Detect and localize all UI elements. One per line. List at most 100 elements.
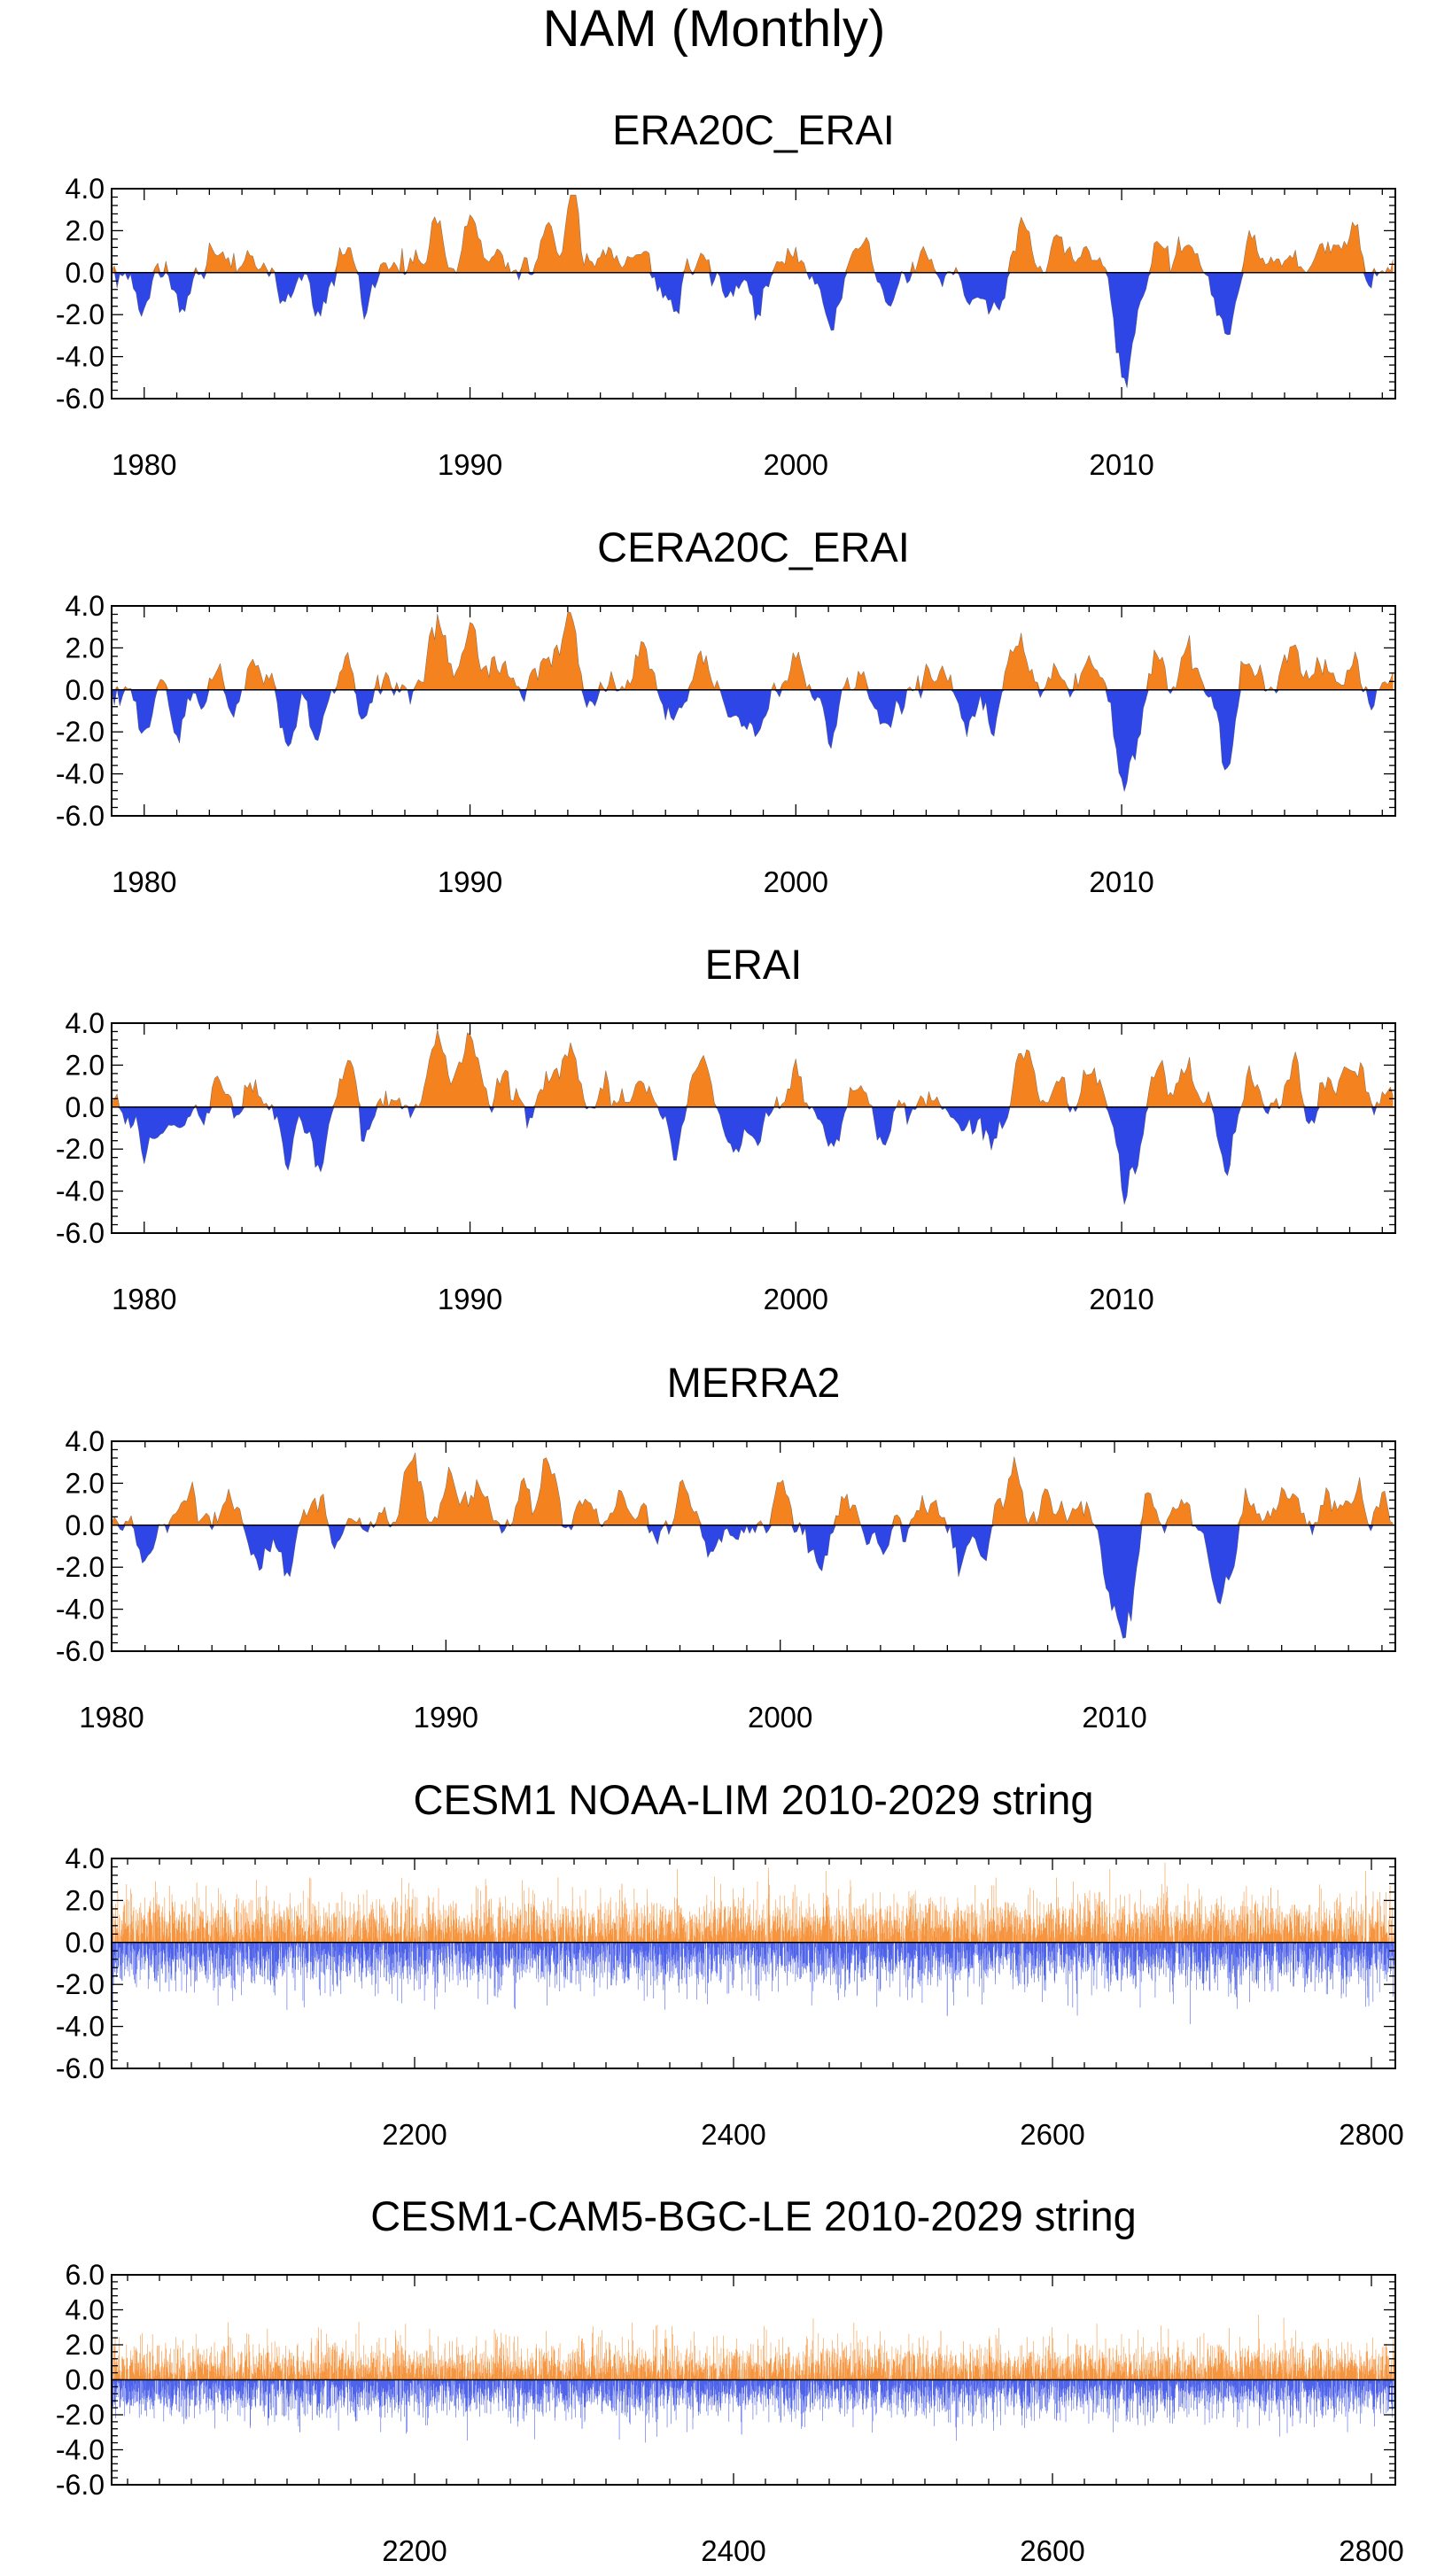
y-tick-label: -6.0 — [56, 800, 105, 832]
y-tick-label: 4.0 — [66, 1425, 105, 1457]
plot-frame — [111, 1022, 1396, 1234]
y-tick-label: -4.0 — [56, 2011, 105, 2043]
plot-frame — [111, 605, 1396, 817]
panel-title: CESM1 NOAA-LIM 2010-2029 string — [414, 1776, 1094, 1823]
panel-title: MERRA2 — [667, 1359, 841, 1406]
x-tick-label: 2800 — [1339, 2118, 1403, 2151]
positive-bars — [112, 2315, 1395, 2380]
y-tick-label: 2.0 — [66, 1049, 105, 1081]
x-tick-label: 2400 — [701, 2118, 765, 2151]
figure-title: NAM (Monthly) — [543, 0, 886, 58]
panel-title: ERAI — [705, 941, 803, 988]
x-tick-label: 1990 — [438, 448, 502, 481]
y-tick-label: -2.0 — [56, 2399, 105, 2431]
x-tick-label: 2400 — [701, 2534, 765, 2567]
y-tick-label: 2.0 — [66, 2329, 105, 2361]
series-line — [112, 194, 1394, 388]
positive-area — [112, 612, 1394, 690]
x-tick-label: 1980 — [79, 1701, 144, 1734]
y-tick-label: -6.0 — [56, 1217, 105, 1249]
y-tick-label: -2.0 — [56, 1551, 105, 1583]
positive-area — [112, 1452, 1394, 1525]
y-tick-label: 2.0 — [66, 214, 105, 246]
negative-area — [112, 272, 1394, 388]
y-tick-label: 2.0 — [66, 1884, 105, 1916]
x-tick-label: 2010 — [1089, 448, 1153, 481]
chart-panel-4: MERRA2 4.0 2.0 0.0 -2.0 -4.0 -6.0 1980 1990 2000 2… — [56, 1359, 1396, 1734]
x-tick-label: 2000 — [764, 865, 828, 898]
panel-title: CESM1-CAM5-BGC-LE 2010-2029 string — [370, 2192, 1137, 2239]
x-tick-label: 1990 — [414, 1701, 478, 1734]
y-tick-label: 4.0 — [66, 590, 105, 622]
x-tick-label: 1990 — [438, 865, 502, 898]
y-tick-label: 2.0 — [66, 1467, 105, 1499]
y-tick-label: -6.0 — [56, 2052, 105, 2084]
x-tick-label: 1980 — [112, 1283, 176, 1315]
y-tick-label: -6.0 — [56, 1635, 105, 1667]
x-tick-label: 1980 — [112, 865, 176, 898]
negative-area — [112, 1525, 1394, 1639]
series-1 — [112, 194, 1394, 388]
y-tick-label: 0.0 — [66, 2364, 105, 2396]
chart-panel-3: ERAI 4.0 2.0 0.0 -2.0 -4.0 -6.0 1980 1990 2000 201… — [56, 941, 1396, 1315]
plot-frame — [111, 188, 1396, 400]
negative-area — [112, 1106, 1394, 1205]
series-2 — [112, 611, 1394, 792]
x-tick-label: 2010 — [1089, 865, 1153, 898]
positive-bars — [112, 1862, 1395, 1943]
y-tick-label: 4.0 — [66, 2294, 105, 2326]
y-tick-label: -4.0 — [56, 758, 105, 790]
y-tick-label: 4.0 — [66, 173, 105, 205]
y-tick-label: 4.0 — [66, 1007, 105, 1039]
x-tick-label: 1990 — [438, 1283, 502, 1315]
x-tick-label: 2000 — [764, 448, 828, 481]
positive-area — [112, 1029, 1394, 1107]
positive-area — [112, 195, 1394, 273]
y-tick-label: 2.0 — [66, 632, 105, 663]
chart-panel-2: CERA20C_ERAI 4.0 2.0 0.0 -2.0 -4.0 -6.0 1980 199… — [56, 524, 1396, 898]
x-tick-label: 2200 — [382, 2118, 447, 2151]
x-tick-label: 2010 — [1089, 1283, 1153, 1315]
y-tick-label: 6.0 — [66, 2259, 105, 2291]
y-tick-label: -4.0 — [56, 341, 105, 373]
x-tick-label: 2000 — [748, 1701, 812, 1734]
y-tick-label: -6.0 — [56, 383, 105, 415]
x-tick-label: 2600 — [1020, 2534, 1084, 2567]
negative-bars — [112, 1942, 1395, 2024]
negative-area — [112, 689, 1394, 792]
series-3 — [112, 1029, 1394, 1205]
plot-frame — [111, 1440, 1396, 1652]
series-6 — [112, 2315, 1395, 2443]
y-tick-label: -2.0 — [56, 1968, 105, 2000]
y-tick-label: -4.0 — [56, 1175, 105, 1207]
y-tick-label: -2.0 — [56, 716, 105, 748]
x-tick-label: 1980 — [112, 448, 176, 481]
x-tick-label: 2800 — [1339, 2534, 1403, 2567]
chart-panel-1: ERA20C_ERAI 4.0 2.0 0.0 -2.0 -4.0 -6.0 1980 1990… — [56, 106, 1396, 481]
series-line — [112, 611, 1394, 792]
y-tick-label: 0.0 — [66, 1509, 105, 1541]
y-tick-label: -4.0 — [56, 2434, 105, 2466]
x-tick-label: 2200 — [382, 2534, 447, 2567]
y-tick-label: 0.0 — [66, 674, 105, 706]
y-tick-label: -4.0 — [56, 1594, 105, 1626]
panel-title: CERA20C_ERAI — [597, 524, 910, 570]
x-tick-label: 2000 — [764, 1283, 828, 1315]
y-tick-label: -2.0 — [56, 299, 105, 330]
y-tick-label: 0.0 — [66, 1927, 105, 1959]
series-line — [112, 1029, 1394, 1205]
negative-bars — [112, 2379, 1395, 2443]
y-tick-label: 0.0 — [66, 257, 105, 289]
chart-panel-6: CESM1-CAM5-BGC-LE 2010-2029 string 6.04.0… — [56, 2192, 1404, 2567]
plot-frame — [111, 1858, 1396, 2069]
y-tick-label: -6.0 — [56, 2469, 105, 2501]
chart-panel-5: CESM1 NOAA-LIM 2010-2029 string 4.0 2.0 0.0… — [56, 1776, 1404, 2151]
y-tick-label: 4.0 — [66, 1843, 105, 1874]
x-tick-label: 2010 — [1082, 1701, 1146, 1734]
series-5 — [112, 1862, 1395, 2024]
x-tick-label: 2600 — [1020, 2118, 1084, 2151]
panel-title: ERA20C_ERAI — [612, 106, 895, 153]
y-tick-label: -2.0 — [56, 1133, 105, 1165]
